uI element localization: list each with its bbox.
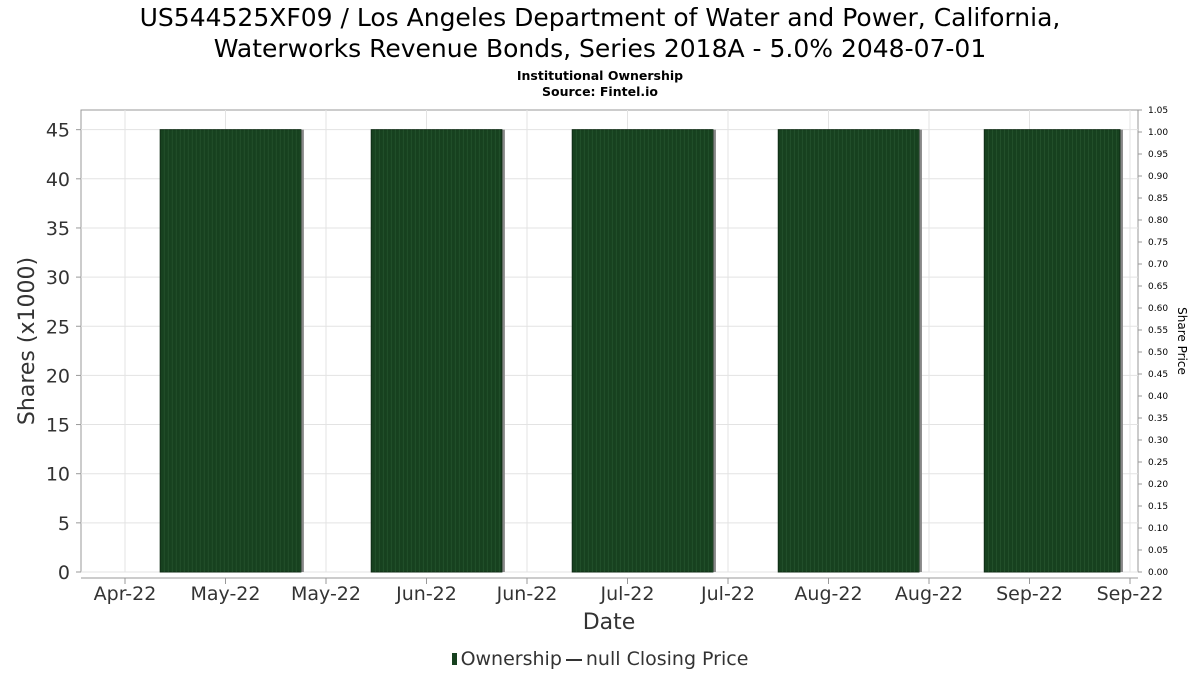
- x-tick-label-8: Aug-22: [895, 583, 963, 605]
- legend-closing-price-line: [565, 658, 582, 661]
- right-tick-label-3: 0.15: [1148, 502, 1168, 512]
- right-tick-label-1: 0.05: [1148, 546, 1168, 556]
- x-tick-label-9: Sep-22: [996, 583, 1063, 605]
- left-tick-label-5: 25: [46, 316, 70, 338]
- legend-ownership-label: Ownership: [460, 648, 562, 670]
- ownership-bar-1: [370, 129, 503, 573]
- ownership-bar-0: [159, 129, 302, 573]
- right-axis-ticks: 0.00 0.05 0.10 0.15 0.20 0.25 0.30 0.35 0.40 0.45…: [1138, 106, 1168, 578]
- right-tick-label-7: 0.35: [1148, 414, 1168, 424]
- x-axis-title: Date: [583, 610, 636, 635]
- x-tick-label-7: Aug-22: [794, 583, 862, 605]
- x-tick-label-1: May-22: [191, 583, 261, 605]
- right-tick-label-2: 0.10: [1148, 524, 1168, 534]
- right-tick-label-5: 0.25: [1148, 458, 1168, 468]
- legend: Ownership null Closing Price: [0, 647, 1200, 671]
- right-tick-label-18: 0.90: [1148, 172, 1168, 182]
- ownership-bar-edge-3: [918, 129, 922, 572]
- right-tick-label-12: 0.60: [1148, 304, 1168, 314]
- right-tick-label-0: 0.00: [1148, 568, 1168, 578]
- ownership-bars: [159, 129, 1123, 573]
- ownership-bar-edge-2: [712, 129, 716, 572]
- x-tick-label-10: Sep-22: [1097, 583, 1164, 605]
- y-axis-title: Shares (x1000): [15, 257, 40, 425]
- right-tick-label-10: 0.50: [1148, 348, 1168, 358]
- right-tick-label-20: 1.00: [1148, 128, 1168, 138]
- left-tick-label-6: 30: [46, 267, 70, 289]
- right-tick-label-17: 0.85: [1148, 194, 1168, 204]
- y2-axis-title: Share Price: [1175, 307, 1189, 375]
- left-tick-label-0: 0: [58, 562, 70, 584]
- left-axis-ticks: 0 5 10 15 20 25 30 35 40 45: [46, 120, 81, 584]
- legend-ownership-swatch: [451, 653, 457, 665]
- right-tick-label-16: 0.80: [1148, 216, 1168, 226]
- left-tick-label-1: 5: [58, 513, 70, 535]
- left-tick-label-8: 40: [46, 169, 70, 191]
- right-tick-label-19: 0.95: [1148, 150, 1168, 160]
- ownership-bar-edge-4: [1119, 129, 1123, 572]
- left-tick-label-7: 35: [46, 218, 70, 240]
- right-tick-label-4: 0.20: [1148, 480, 1168, 490]
- left-tick-label-2: 10: [46, 464, 70, 486]
- right-tick-label-14: 0.70: [1148, 260, 1168, 270]
- right-tick-label-6: 0.30: [1148, 436, 1168, 446]
- legend-closing-price-label: null Closing Price: [585, 648, 749, 670]
- chart-title: US544525XF09 / Los Angeles Department of…: [0, 2, 1200, 64]
- chart-subtitle: Institutional Ownership Source: Fintel.i…: [0, 68, 1200, 100]
- chart-title-line-1: US544525XF09 / Los Angeles Department of…: [139, 3, 1061, 32]
- x-tick-label-3: Jun-22: [395, 583, 457, 605]
- x-tick-label-6: Jul-22: [700, 583, 755, 605]
- right-tick-label-15: 0.75: [1148, 238, 1168, 248]
- left-tick-label-9: 45: [46, 120, 70, 142]
- chart-title-line-2: Waterworks Revenue Bonds, Series 2018A -…: [213, 34, 987, 63]
- left-tick-label-4: 20: [46, 365, 70, 387]
- x-axis-ticks: Apr-22 May-22 May-22 Jun-22 Jun-22 Jul-22 Jul-…: [94, 578, 1164, 605]
- right-tick-label-8: 0.40: [1148, 392, 1168, 402]
- x-tick-label-4: Jun-22: [496, 583, 558, 605]
- ownership-bar-edge-1: [501, 129, 505, 572]
- right-tick-label-13: 0.65: [1148, 282, 1168, 292]
- x-tick-label-0: Apr-22: [94, 583, 157, 605]
- right-tick-label-11: 0.55: [1148, 326, 1168, 336]
- right-tick-label-21: 1.05: [1148, 106, 1168, 116]
- x-tick-label-2: May-22: [291, 583, 361, 605]
- chart-subtitle-line-1: Institutional Ownership: [516, 68, 684, 83]
- left-tick-label-3: 15: [46, 415, 70, 437]
- ownership-bar-2: [571, 129, 714, 573]
- ownership-bar-3: [777, 129, 920, 573]
- ownership-bar-edge-0: [300, 129, 304, 572]
- x-tick-label-5: Jul-22: [600, 583, 655, 605]
- right-tick-label-9: 0.45: [1148, 370, 1168, 380]
- chart-subtitle-line-2: Source: Fintel.io: [542, 84, 658, 99]
